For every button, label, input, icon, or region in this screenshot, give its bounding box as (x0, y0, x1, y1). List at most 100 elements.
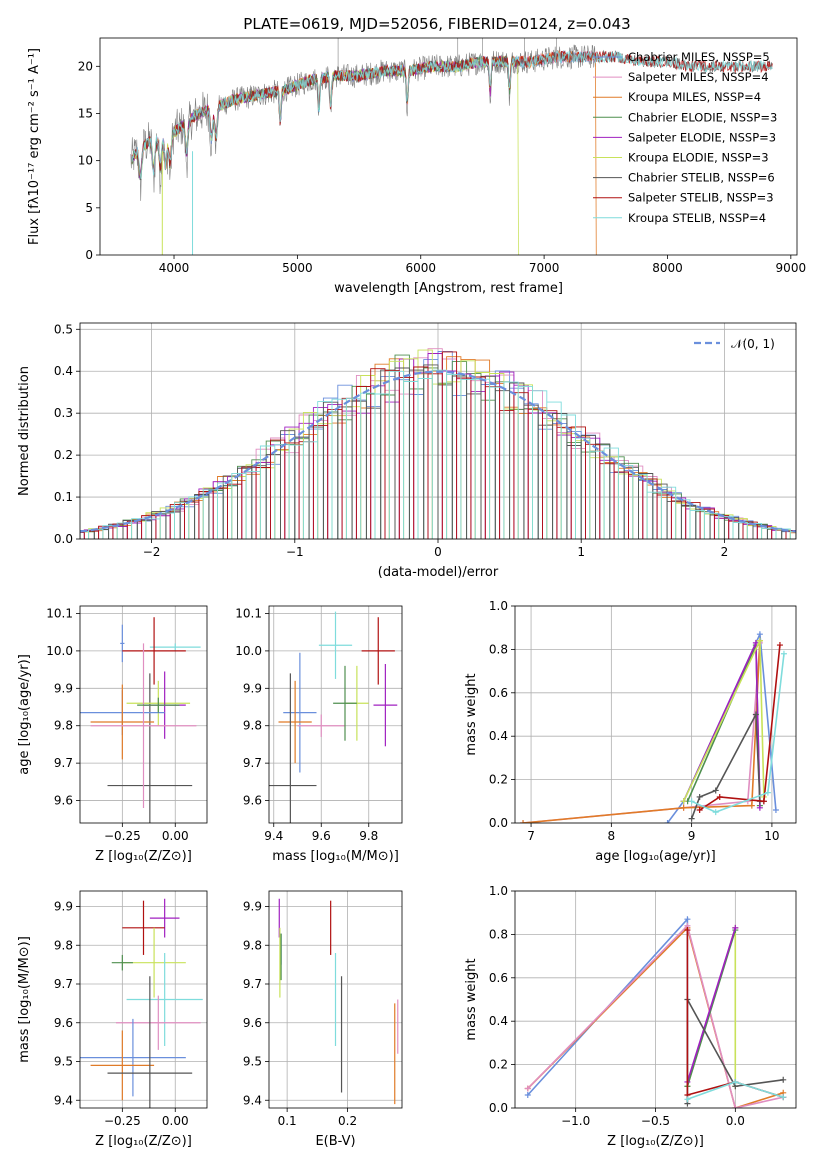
series-line-salpeter-stelib (699, 645, 781, 811)
series-marker (756, 631, 763, 638)
x-tick-label: −1.0 (561, 1114, 590, 1128)
series-marker (688, 798, 695, 805)
errorbar-point (137, 697, 180, 713)
errorbar-point (80, 1018, 186, 1097)
series-marker (752, 711, 759, 718)
x-axis-label: wavelength [Angstrom, rest frame] (334, 281, 563, 296)
age-vs-mass-data (269, 611, 398, 823)
weight-vs-Z-panel: −1.0 −0.5 0.0 0.0 0.2 0.4 0.6 0.8 1.0 Z [log₁₀(Z/… (464, 884, 797, 1149)
x-axis-label: E(B-V) (315, 1134, 355, 1149)
series-marker (664, 820, 671, 823)
plot-frame (99, 37, 798, 256)
y-tick-label: 9.4 (54, 1093, 73, 1107)
y-tick-label: 0.8 (489, 927, 508, 941)
series-marker (696, 806, 703, 813)
errorbar-point (122, 617, 186, 685)
histogram-kroupa-stelib (80, 369, 796, 539)
plot-frame (79, 605, 208, 824)
y-tick-label: 0.4 (54, 364, 73, 378)
series-marker (712, 809, 719, 816)
y-tick-label: 1.0 (489, 599, 508, 613)
legend-label: Kroupa STELIB, NSSP=4 (628, 211, 766, 225)
mass-vs-ebv-panel: 0.1 0.2 9.4 9.5 9.6 9.7 9.8 9.9 E(B-V) (243, 890, 403, 1149)
x-tick-label: 8 (608, 829, 616, 843)
y-tick-label: 9.9 (243, 900, 262, 914)
x-tick-label: 0.00 (162, 829, 189, 843)
x-tick-label: 0.1 (278, 1114, 297, 1128)
mass-vs-Z-data (80, 898, 203, 1108)
plot-frame (79, 890, 208, 1109)
errorbar-point (120, 624, 125, 663)
x-tick-label: −1 (286, 545, 304, 559)
y-tick-label: 0.3 (54, 406, 73, 420)
y-tick-label: 9.5 (243, 1055, 262, 1069)
y-tick-label: 9.8 (54, 938, 73, 952)
series-marker (760, 798, 767, 805)
y-tick-label: 5 (85, 201, 93, 215)
y-tick-label: 0.0 (489, 1101, 508, 1115)
y-tick-label: 1.0 (489, 884, 508, 898)
y-tick-label: 0.5 (54, 322, 73, 336)
y-tick-label: 0.6 (489, 686, 508, 700)
y-tick-label: 9.8 (54, 719, 73, 733)
y-tick-label: 9.7 (54, 756, 73, 770)
model-fit-kroupa-stelib (131, 50, 773, 179)
y-tick-label: 9.9 (54, 900, 73, 914)
mass-vs-Z-panel: −0.25 0.00 9.4 9.5 9.6 9.7 9.8 9.9 Z [log₁₀(Z/Z⊙… (17, 890, 208, 1149)
age-vs-mass-panel: 9.4 9.6 9.8 9.6 9.7 9.8 9.9 10.0 10.1 mass [log₁₀… (235, 605, 403, 864)
y-tick-label: 20 (78, 59, 93, 73)
x-tick-label: 5000 (282, 261, 313, 275)
x-tick-label: 6000 (405, 261, 436, 275)
legend-label: Salpeter MILES, NSSP=4 (628, 70, 769, 84)
y-tick-label: 9.8 (243, 719, 262, 733)
y-tick-label: 0.6 (489, 971, 508, 985)
x-tick-label: 9.8 (359, 829, 378, 843)
y-tick-label: 0.2 (489, 773, 508, 787)
errorbar-point (107, 976, 193, 1108)
model-fit-salpeter-stelib (131, 50, 773, 178)
y-tick-label: 10.1 (46, 606, 73, 620)
legend-label: Chabrier ELODIE, NSSP=3 (628, 110, 777, 124)
series-marker (772, 806, 779, 813)
y-tick-label: 10 (78, 154, 93, 168)
x-axis-label: Z [log₁₀(Z/Z⊙)] (95, 1134, 192, 1149)
normal-curve (80, 370, 796, 533)
x-tick-label: 9.4 (264, 829, 283, 843)
series-marker (712, 787, 719, 794)
y-tick-label: 10.1 (235, 606, 262, 620)
errorbar-point (122, 900, 165, 955)
errorbar-point (269, 673, 317, 823)
y-tick-label: 9.7 (54, 977, 73, 991)
y-tick-label: 9.6 (243, 1016, 262, 1030)
legend-label: Salpeter ELODIE, NSSP=3 (628, 130, 776, 144)
y-tick-label: 0.2 (54, 448, 73, 462)
series-marker (752, 639, 759, 646)
y-tick-label: 0 (85, 248, 93, 262)
legend-label: Salpeter STELIB, NSSP=3 (628, 191, 774, 205)
x-tick-label: 4000 (159, 261, 190, 275)
legend-label: Chabrier STELIB, NSSP=6 (628, 171, 775, 185)
series-marker (780, 650, 787, 657)
plot-frame (268, 890, 403, 1109)
y-tick-label: 0.1 (54, 490, 73, 504)
errorbar-point (107, 673, 193, 823)
errorbar-point (278, 680, 312, 764)
y-tick-label: 9.5 (54, 1055, 73, 1069)
y-tick-label: 10.0 (46, 644, 73, 658)
y-tick-label: 9.9 (54, 681, 73, 695)
plot-frame (268, 605, 403, 824)
y-axis-label: mass [log₁₀(M/M⊙)] (17, 936, 32, 1063)
plot-frame (514, 605, 797, 824)
errorbar-point (90, 1030, 155, 1101)
x-axis-label: mass [log₁₀(M/M⊙)] (272, 849, 399, 864)
series-line-salpeter-elodie (686, 927, 737, 1083)
series-marker (756, 804, 763, 811)
histogram-chabrier-stelib (80, 364, 796, 539)
errorbar-point (90, 684, 155, 760)
series-marker (716, 793, 723, 800)
x-tick-label: 0 (434, 545, 442, 559)
y-tick-label: 9.6 (243, 794, 262, 808)
y-tick-label: 9.4 (243, 1093, 262, 1107)
errorbar-point (373, 663, 398, 747)
